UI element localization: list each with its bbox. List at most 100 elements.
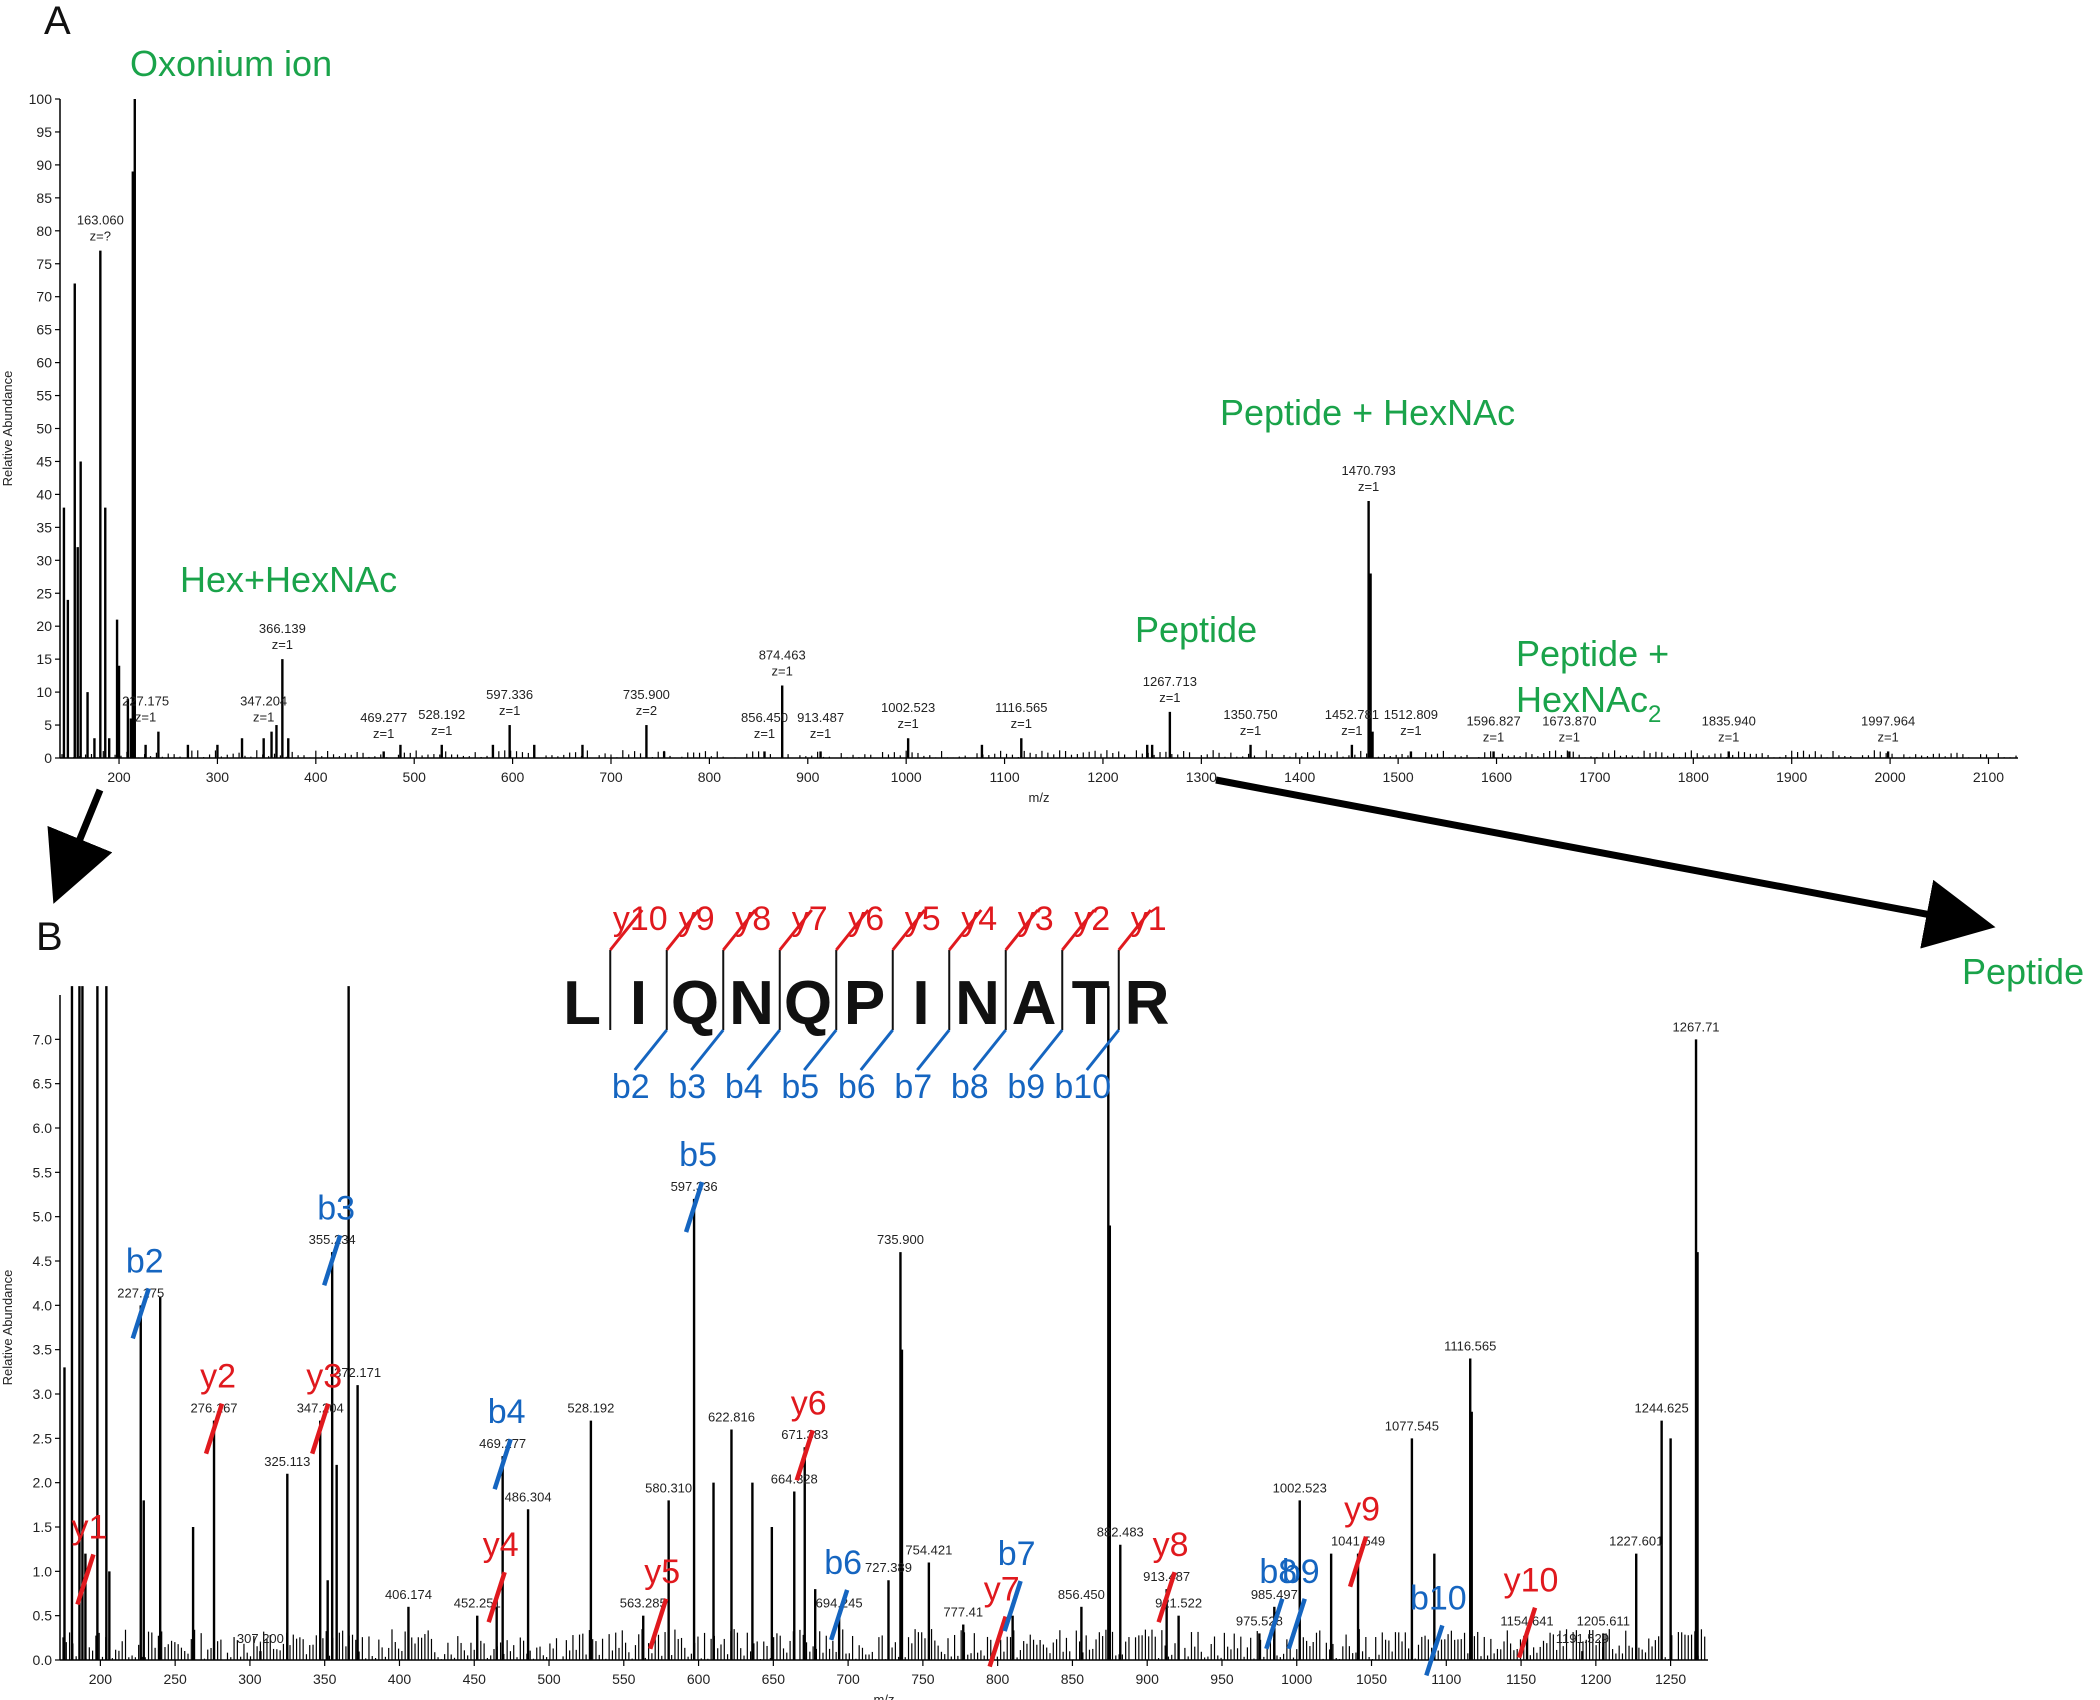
peak-mz-label: 1227.601 bbox=[1609, 1534, 1663, 1549]
ion-cleavage-mark bbox=[1002, 1580, 1023, 1632]
y-tick-label: 4.0 bbox=[33, 1297, 53, 1313]
b-ion-label: b2 bbox=[612, 1068, 650, 1106]
ion-label: b10 bbox=[1410, 1579, 1467, 1617]
peak-mz-label: 874.463 bbox=[759, 648, 806, 663]
b-ion-label: b7 bbox=[894, 1068, 932, 1106]
peak-mz-label: 528.192 bbox=[567, 1401, 614, 1416]
peak-mz-label: 307.200 bbox=[237, 1631, 284, 1646]
peak-mz-label: 355.234 bbox=[309, 1232, 356, 1247]
y-tick-label: 50 bbox=[36, 421, 52, 437]
peak-mz-label: 528.192 bbox=[418, 707, 465, 722]
peak-charge-label: z=1 bbox=[1483, 729, 1504, 744]
panel-b-label: B bbox=[36, 915, 63, 959]
x-tick-label: 200 bbox=[89, 1671, 113, 1687]
y-tick-label: 95 bbox=[36, 124, 52, 140]
peak-mz-label: 227.175 bbox=[122, 694, 169, 709]
x-tick-label: 300 bbox=[238, 1671, 262, 1687]
b-ion-label: b9 bbox=[1007, 1068, 1045, 1106]
y-tick-label: 0.0 bbox=[33, 1652, 53, 1668]
b-ion-bracket bbox=[690, 1029, 725, 1071]
y-ion-bracket bbox=[1117, 909, 1152, 951]
peak-charge-label: z=1 bbox=[754, 726, 775, 741]
x-tick-label: 750 bbox=[911, 1671, 935, 1687]
y-tick-label: 35 bbox=[36, 519, 52, 535]
peak-mz-label: 622.816 bbox=[708, 1409, 755, 1424]
y-ion-bracket bbox=[778, 909, 813, 951]
peak-mz-label: 856.450 bbox=[1058, 1587, 1105, 1602]
peak-mz-label: 347.204 bbox=[240, 694, 287, 709]
peak-charge-label: z=? bbox=[90, 229, 111, 244]
x-tick-label: 900 bbox=[1136, 1671, 1160, 1687]
sequence-residue: L bbox=[563, 969, 601, 1038]
y-tick-label: 55 bbox=[36, 388, 52, 404]
y-ion-label: y2 bbox=[1074, 900, 1110, 938]
peak-charge-label: z=2 bbox=[636, 703, 657, 718]
x-tick-label: 2000 bbox=[1875, 769, 1906, 785]
b-ion-bracket bbox=[1085, 1029, 1120, 1071]
x-tick-label: 1250 bbox=[1655, 1671, 1686, 1687]
x-tick-label: 700 bbox=[836, 1671, 860, 1687]
x-tick-label: 1800 bbox=[1678, 769, 1709, 785]
b-ion-bracket bbox=[916, 1029, 951, 1071]
y-tick-label: 5.5 bbox=[33, 1164, 53, 1180]
peak-mz-label: 1002.523 bbox=[1273, 1480, 1327, 1495]
y-tick-label: 15 bbox=[36, 651, 52, 667]
y-tick-label: 80 bbox=[36, 223, 52, 239]
peak-mz-label: 1512.809 bbox=[1384, 707, 1438, 722]
peak-charge-label: z=1 bbox=[810, 726, 831, 741]
peak-charge-label: z=1 bbox=[1240, 723, 1261, 738]
ion-cleavage-mark bbox=[1264, 1598, 1285, 1650]
peak-mz-label: 469.277 bbox=[360, 710, 407, 725]
peak-mz-label: 754.421 bbox=[905, 1542, 952, 1557]
peak-mz-label: 406.174 bbox=[385, 1587, 432, 1602]
y-tick-label: 0.5 bbox=[33, 1608, 53, 1624]
x-tick-label: 1200 bbox=[1580, 1671, 1611, 1687]
ion-cleavage-mark bbox=[683, 1181, 705, 1233]
ion-label: y5 bbox=[644, 1553, 680, 1591]
ion-label: b4 bbox=[488, 1393, 526, 1431]
y-tick-label: 2.5 bbox=[33, 1430, 53, 1446]
y-tick-label: 45 bbox=[36, 453, 52, 469]
x-tick-label: 1200 bbox=[1087, 769, 1118, 785]
ion-cleavage-mark bbox=[492, 1438, 513, 1490]
x-tick-label: 1600 bbox=[1481, 769, 1512, 785]
zoom-arrow-left bbox=[47, 788, 113, 904]
y-axis-label: Relative Abundance bbox=[0, 1270, 15, 1386]
peak-mz-label: 597.336 bbox=[486, 687, 533, 702]
peak-mz-label: 469.277 bbox=[479, 1436, 526, 1451]
x-tick-label: 650 bbox=[762, 1671, 786, 1687]
label-hex-hexnac: Hex+HexNAc bbox=[180, 559, 397, 600]
y-tick-label: 10 bbox=[36, 684, 52, 700]
spectrum-panel-b: 200 250 300 350 400 450 500 550 600 650 700 750 800 8… bbox=[0, 986, 1720, 1700]
sequence-residue: R bbox=[1125, 969, 1170, 1038]
y-tick-label: 65 bbox=[36, 322, 52, 338]
label-hexnac: HexNAc bbox=[1516, 679, 1648, 720]
peak-mz-label: 563.285 bbox=[620, 1596, 667, 1611]
b-ion-label: b10 bbox=[1054, 1068, 1111, 1106]
y-tick-label: 7.0 bbox=[33, 1031, 53, 1047]
x-tick-label: 1100 bbox=[1431, 1671, 1461, 1687]
ion-cleavage-mark bbox=[130, 1287, 151, 1340]
peak-mz-label: 1077.545 bbox=[1385, 1418, 1439, 1433]
y-ion-label: y4 bbox=[961, 900, 997, 938]
peak-charge-label: z=1 bbox=[772, 664, 793, 679]
y-tick-label: 1.5 bbox=[33, 1519, 53, 1535]
peak-mz-label: 1244.625 bbox=[1635, 1401, 1689, 1416]
y-ion-label: y6 bbox=[848, 900, 884, 938]
sequence-residue: I bbox=[630, 969, 647, 1038]
peak-mz-label: 163.060 bbox=[77, 213, 124, 228]
b-ion-label: b4 bbox=[725, 1068, 763, 1106]
y-tick-label: 90 bbox=[36, 157, 52, 173]
y-ion-label: y7 bbox=[792, 900, 828, 938]
b-ion-bracket bbox=[1029, 1029, 1064, 1071]
sequence-residue: P bbox=[844, 969, 885, 1038]
peak-mz-label: 975.528 bbox=[1236, 1613, 1283, 1628]
peak-mz-label: 1205.611 bbox=[1577, 1613, 1630, 1628]
spectrum-panel-a: 200 300 400 500 600 700 800 900 1000 1100 1200 1300… bbox=[0, 91, 2018, 805]
y-tick-label: 5 bbox=[44, 717, 52, 733]
x-tick-label: 1100 bbox=[990, 769, 1020, 785]
peak-mz-label: 1452.781 bbox=[1325, 707, 1379, 722]
b-ion-bracket bbox=[633, 1029, 668, 1071]
peak-mz-label: 597.336 bbox=[671, 1179, 718, 1194]
sequence-residue: N bbox=[729, 969, 774, 1038]
